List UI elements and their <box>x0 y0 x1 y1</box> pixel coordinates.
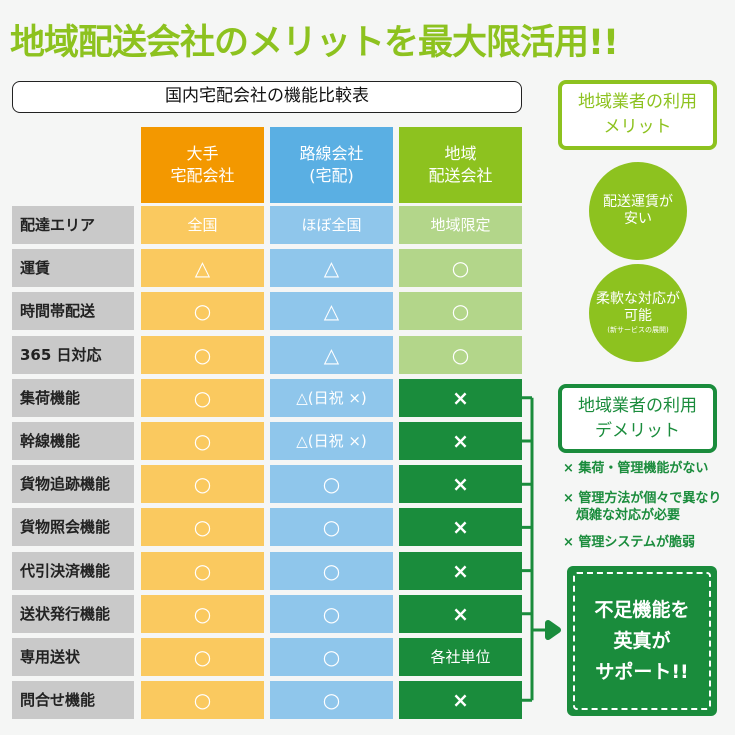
header-route-carrier: 路線会社 (宅配) <box>270 127 393 203</box>
table-cell: △ <box>270 292 393 331</box>
table-cell: × <box>399 594 522 633</box>
table-cell: △ <box>141 249 264 288</box>
header-major-carrier: 大手 宅配会社 <box>141 127 264 203</box>
row-label: 集荷機能 <box>12 378 134 417</box>
table-cell: ○ <box>141 681 264 720</box>
table-cell: ○ <box>141 335 264 374</box>
table-cell: × <box>399 508 522 547</box>
table-title: 国内宅配会社の機能比較表 <box>12 81 522 113</box>
table-cell: 地域限定 <box>399 206 522 244</box>
table-cell: × <box>399 422 522 460</box>
merit-circle: 柔軟な対応が 可能 (新サービスの展開) <box>589 264 687 362</box>
table-cell: ○ <box>141 551 264 590</box>
support-box: 不足機能を 英真が サポート!! <box>567 566 717 716</box>
table-cell: × <box>399 378 522 417</box>
table-cell: ○ <box>270 638 393 676</box>
demerit-item: × 管理方法が個々で異なり 煩雑な対応が必要 <box>563 491 722 523</box>
row-label: 配達エリア <box>12 206 134 244</box>
demerit-box: 地域業者の利用 デメリット <box>558 384 717 453</box>
merit-text: 配送運賃が 安い <box>603 194 673 227</box>
table-cell: ○ <box>270 551 393 590</box>
row-label: 専用送状 <box>12 638 134 676</box>
row-label: 貨物追跡機能 <box>12 465 134 504</box>
merit-box: 地域業者の利用 メリット <box>558 80 717 150</box>
row-label: 貨物照会機能 <box>12 508 134 547</box>
table-cell: ○ <box>141 292 264 331</box>
table-cell: ほぼ全国 <box>270 206 393 244</box>
bracket-arrow <box>522 396 561 702</box>
table-cell: × <box>399 465 522 504</box>
table-cell: ○ <box>399 335 522 374</box>
table-cell: △(日祝 ×) <box>270 378 393 417</box>
row-label: 幹線機能 <box>12 422 134 460</box>
header-regional-carrier: 地域 配送会社 <box>399 127 522 203</box>
demerit-item: × 集荷・管理機能がない <box>563 461 709 476</box>
table-cell: △(日祝 ×) <box>270 422 393 460</box>
table-cell: ○ <box>141 465 264 504</box>
merit-circle: 配送運賃が 安い <box>589 162 687 260</box>
bracket-line <box>522 396 550 702</box>
table-cell: 各社単位 <box>399 638 522 676</box>
table-cell: × <box>399 551 522 590</box>
table-cell: ○ <box>141 594 264 633</box>
table-cell: ○ <box>399 292 522 331</box>
merit-text: 柔軟な対応が 可能 <box>596 291 680 324</box>
table-cell: ○ <box>141 508 264 547</box>
table-cell: △ <box>270 249 393 288</box>
row-label: 365 日対応 <box>12 335 134 374</box>
row-label: 問合せ機能 <box>12 681 134 720</box>
table-cell: 全国 <box>141 206 264 244</box>
table-cell: ○ <box>270 465 393 504</box>
table-cell: ○ <box>141 638 264 676</box>
merit-subtext: (新サービスの展開) <box>607 326 669 334</box>
arrow-right-icon <box>545 620 561 640</box>
demerit-item: × 管理システムが脆弱 <box>563 535 696 550</box>
table-cell: ○ <box>141 378 264 417</box>
table-cell: ○ <box>270 508 393 547</box>
table-cell: ○ <box>270 594 393 633</box>
table-cell: ○ <box>399 249 522 288</box>
table-cell: × <box>399 681 522 720</box>
table-cell: ○ <box>270 681 393 720</box>
row-label: 運賃 <box>12 249 134 288</box>
main-title: 地域配送会社のメリットを最大限活用!! <box>10 23 619 63</box>
table-cell: ○ <box>141 422 264 460</box>
row-label: 送状発行機能 <box>12 594 134 633</box>
support-text: 不足機能を 英真が サポート!! <box>573 572 711 710</box>
table-cell: △ <box>270 335 393 374</box>
row-label: 時間帯配送 <box>12 292 134 331</box>
row-label: 代引決済機能 <box>12 551 134 590</box>
